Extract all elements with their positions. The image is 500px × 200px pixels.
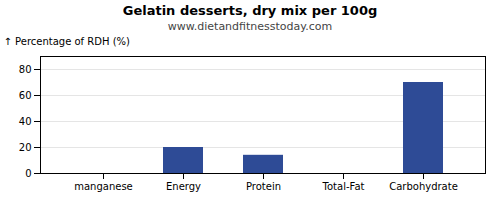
- html-text:Gelatin desserts, dry mix per: Gelatin desserts, dry mix per 100g: [122, 3, 378, 18]
- svg-text:80: 80: [19, 64, 32, 75]
- svg-text:60: 60: [19, 90, 32, 101]
- svg-text:40: 40: [19, 116, 32, 127]
- svg-text:0: 0: [25, 168, 31, 179]
- svg-text:↑ Percentage of RDH (%): ↑ Percentage of RDH (%): [4, 36, 131, 47]
- svg-text:Carbohydrate: Carbohydrate: [389, 181, 458, 192]
- svg-text:Protein: Protein: [246, 181, 281, 192]
- svg-text:Total-Fat: Total-Fat: [322, 181, 365, 192]
- svg-text:20: 20: [19, 142, 32, 153]
- svg-text:Energy: Energy: [166, 181, 201, 192]
- html-text:www.dietandfitnesstoday.com: www.dietandfitnesstoday.com: [167, 20, 333, 33]
- svg-text:manganese: manganese: [74, 181, 133, 192]
